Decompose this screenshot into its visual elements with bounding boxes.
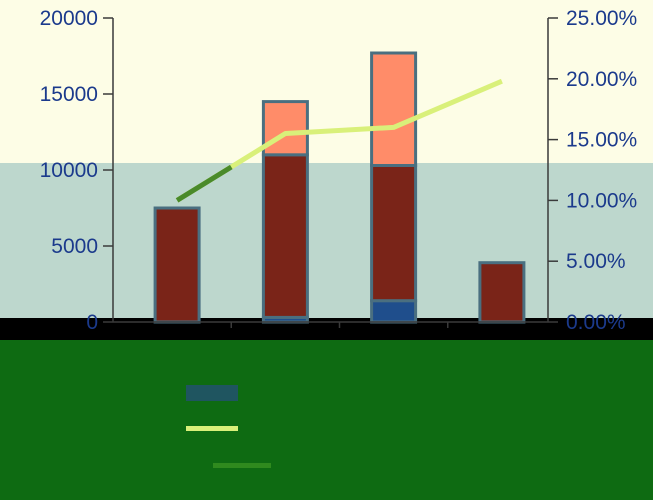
- left-tick-label-0: 0: [86, 311, 98, 334]
- right-tick-label-3: 15.00%: [566, 129, 637, 152]
- bar-segment-0-1: [153, 206, 201, 324]
- bar-segment-2-1: [370, 163, 418, 303]
- bar-segment-1-1: [261, 153, 309, 319]
- left-tick-label-4: 20000: [40, 7, 98, 30]
- bar-segment-1-2: [261, 100, 309, 157]
- line-series-segment-shade: [175, 164, 233, 203]
- legend-swatch-2: [213, 463, 271, 468]
- background-band-legend: [0, 340, 653, 500]
- left-tick-label-3: 15000: [40, 83, 98, 106]
- plot-area: [153, 51, 526, 324]
- background-band-top: [0, 0, 653, 163]
- background-band-middle: [0, 163, 653, 318]
- chart-axes: 0 5000 10000 15000 20000 0.00% 5.00% 10.00% 15.0…: [40, 7, 638, 334]
- legend-swatch-0: [186, 385, 238, 401]
- right-tick-label-1: 5.00%: [566, 250, 626, 273]
- legend-swatch-1: [186, 426, 238, 431]
- bar-segment-2-0: [370, 299, 418, 324]
- right-tick-label-5: 25.00%: [566, 7, 637, 30]
- left-tick-label-1: 5000: [51, 235, 98, 258]
- chart-legend: [186, 385, 271, 468]
- left-tick-label-2: 10000: [40, 159, 98, 182]
- right-tick-label-0: 0.00%: [566, 311, 626, 334]
- right-tick-label-2: 10.00%: [566, 189, 637, 212]
- right-tick-label-4: 20.00%: [566, 68, 637, 91]
- bar-segment-3-1: [478, 261, 526, 324]
- bar-segment-2-2: [370, 51, 418, 167]
